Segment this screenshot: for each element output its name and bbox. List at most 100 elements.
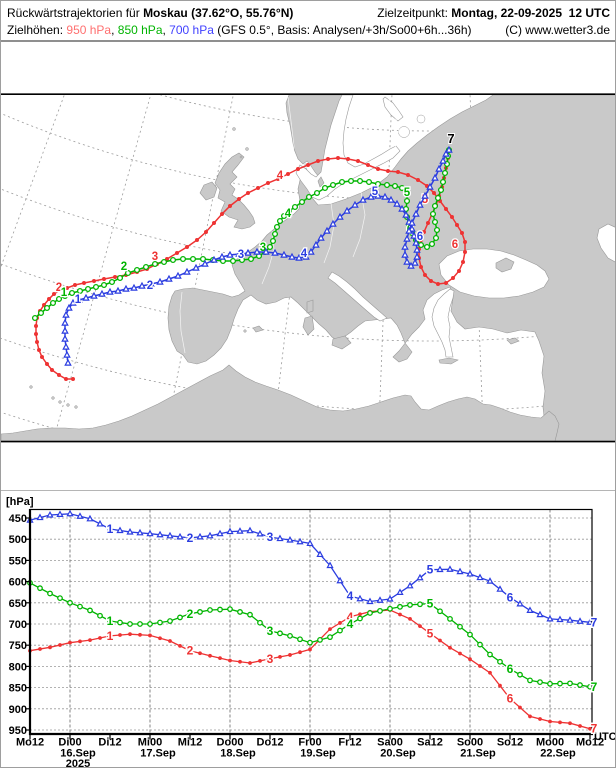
y-tick-label: 800 — [9, 661, 27, 673]
map-day-label: 5 — [422, 194, 429, 206]
map-day-label: 4 — [285, 208, 292, 220]
chart-day-label: 5 — [427, 563, 434, 577]
x-date-label: 22.Sep — [540, 748, 576, 760]
y-tick-label: 850 — [9, 683, 27, 695]
product-title-label: Rückwärtstrajektorien für — [7, 6, 140, 20]
map-day-label: 2 — [147, 280, 153, 292]
map-day-label: 5 — [372, 186, 379, 198]
x-tick-label: Sa12 — [417, 737, 443, 749]
chart-day-label: 7 — [591, 722, 598, 736]
x-tick-label: Mo00 — [536, 737, 564, 749]
sea-area — [596, 223, 615, 263]
x-tick-label: Mo12 — [576, 737, 604, 749]
x-date-label: 20.Sep — [380, 748, 416, 760]
series-700-hPa — [26, 509, 594, 625]
x-unit-label: UTC — [594, 731, 616, 743]
x-tick-label: Sa00 — [377, 737, 403, 749]
map-day-label: 4 — [277, 170, 284, 182]
chart-day-label: 2 — [187, 531, 194, 545]
map-trajectory-700-hPa: 1 2 3 4 5 6 — [61, 145, 453, 366]
map-day-label: 3 — [152, 251, 158, 263]
chart-day-label: 1 — [107, 522, 114, 536]
x-tick-label: Mi12 — [178, 737, 202, 749]
x-year-label: 2025 — [66, 758, 90, 768]
chart-day-label: 1 — [107, 614, 114, 628]
sea-area — [431, 288, 455, 358]
x-date-label: 18.Sep — [220, 748, 256, 760]
x-tick-label: So12 — [497, 737, 523, 749]
x-tick-label: Do12 — [257, 737, 284, 749]
series-950-hPa — [28, 608, 592, 731]
map-day-label: 1 — [75, 294, 82, 306]
chart-day-label: 5 — [427, 597, 434, 611]
y-tick-label: 950 — [9, 725, 27, 737]
y-tick-label: 700 — [9, 619, 27, 631]
y-tick-label: 450 — [9, 513, 27, 525]
sea-area — [327, 271, 388, 322]
levels-label: Zielhöhen: — [7, 23, 64, 37]
map-day-label: 6 — [452, 239, 458, 251]
target-time-value: Montag, 22-09-2025 12 UTC — [451, 6, 610, 20]
chart-day-label: 7 — [591, 615, 598, 629]
pressure-time-chart: [hPa]450500550600650700750800850900950Mo… — [6, 496, 616, 768]
map-day-label: 2 — [56, 282, 62, 294]
header-divider — [1, 40, 615, 42]
x-tick-label: Mi00 — [138, 737, 162, 749]
chart-day-label: 7 — [591, 680, 598, 694]
map-day-label: 3 — [260, 242, 266, 254]
level-850-hPa: 850 hPa — [117, 23, 163, 37]
x-tick-label: Di12 — [98, 737, 121, 749]
chart-day-label: 2 — [187, 607, 194, 621]
product-title-location: Moskau (37.62°O, 55.76°N) — [143, 6, 294, 20]
x-tick-label: Do00 — [217, 737, 244, 749]
chart-day-label: 6 — [507, 692, 514, 706]
chart-day-label: 4 — [347, 589, 354, 603]
product-title: Rückwärtstrajektorien für Moskau (37.62°… — [7, 6, 293, 20]
y-tick-label: 600 — [9, 577, 27, 589]
target-levels: Zielhöhen: 950 hPa, 850 hPa, 700 hPa (GF… — [7, 23, 472, 37]
x-date-label: 21.Sep — [460, 748, 496, 760]
y-axis-title: [hPa] — [6, 496, 34, 508]
x-date-label: 16.Sep — [60, 748, 96, 760]
y-tick-label: 650 — [9, 598, 27, 610]
chart-day-label: 5 — [427, 626, 434, 640]
map-day-label: 1 — [61, 287, 68, 299]
chart-day-label: 3 — [267, 652, 274, 666]
chart-day-label: 4 — [347, 617, 354, 631]
x-tick-label: Mo12 — [16, 737, 44, 749]
map-day-label: 6 — [417, 231, 423, 243]
sea-area — [438, 248, 550, 299]
header-line-1: Rückwärtstrajektorien für Moskau (37.62°… — [7, 6, 610, 20]
chart-day-label: 6 — [507, 590, 514, 604]
header-line-2: Zielhöhen: 950 hPa, 850 hPa, 700 hPa (GF… — [7, 23, 610, 37]
y-tick-label: 550 — [9, 555, 27, 567]
map-day-label: 5 — [404, 187, 411, 199]
chart-day-label: 4 — [347, 610, 354, 624]
x-tick-label: Fr12 — [338, 737, 361, 749]
map-day-label: 4 — [301, 248, 308, 260]
chart-day-label: 2 — [187, 644, 194, 658]
map-day-label: 3 — [238, 249, 244, 261]
x-tick-label: Di00 — [58, 737, 81, 749]
y-tick-label: 500 — [9, 534, 27, 546]
level-950-hPa: 950 hPa — [66, 23, 112, 37]
x-tick-label: So00 — [457, 737, 483, 749]
x-date-label: 17.Sep — [140, 748, 176, 760]
landmasses — [1, 95, 615, 441]
y-tick-label: 900 — [9, 704, 27, 716]
series-850-hPa — [27, 579, 593, 690]
model-info: (GFS 0.5°, Basis: Analysen/+3h/So00+6h..… — [217, 23, 472, 37]
map-arrival-label: 7 — [447, 131, 454, 146]
chart-day-label: 3 — [267, 530, 274, 544]
target-time-label: Zielzeitpunkt: — [377, 6, 448, 20]
y-tick-label: 750 — [9, 640, 27, 652]
map-day-label: 2 — [121, 261, 127, 273]
chart-day-label: 6 — [507, 662, 514, 676]
x-date-label: 19.Sep — [300, 748, 336, 760]
level-700-hPa: 700 hPa — [169, 23, 214, 37]
chart-day-label: 1 — [107, 629, 114, 643]
copyright: (C) www.wetter3.de — [505, 23, 610, 37]
